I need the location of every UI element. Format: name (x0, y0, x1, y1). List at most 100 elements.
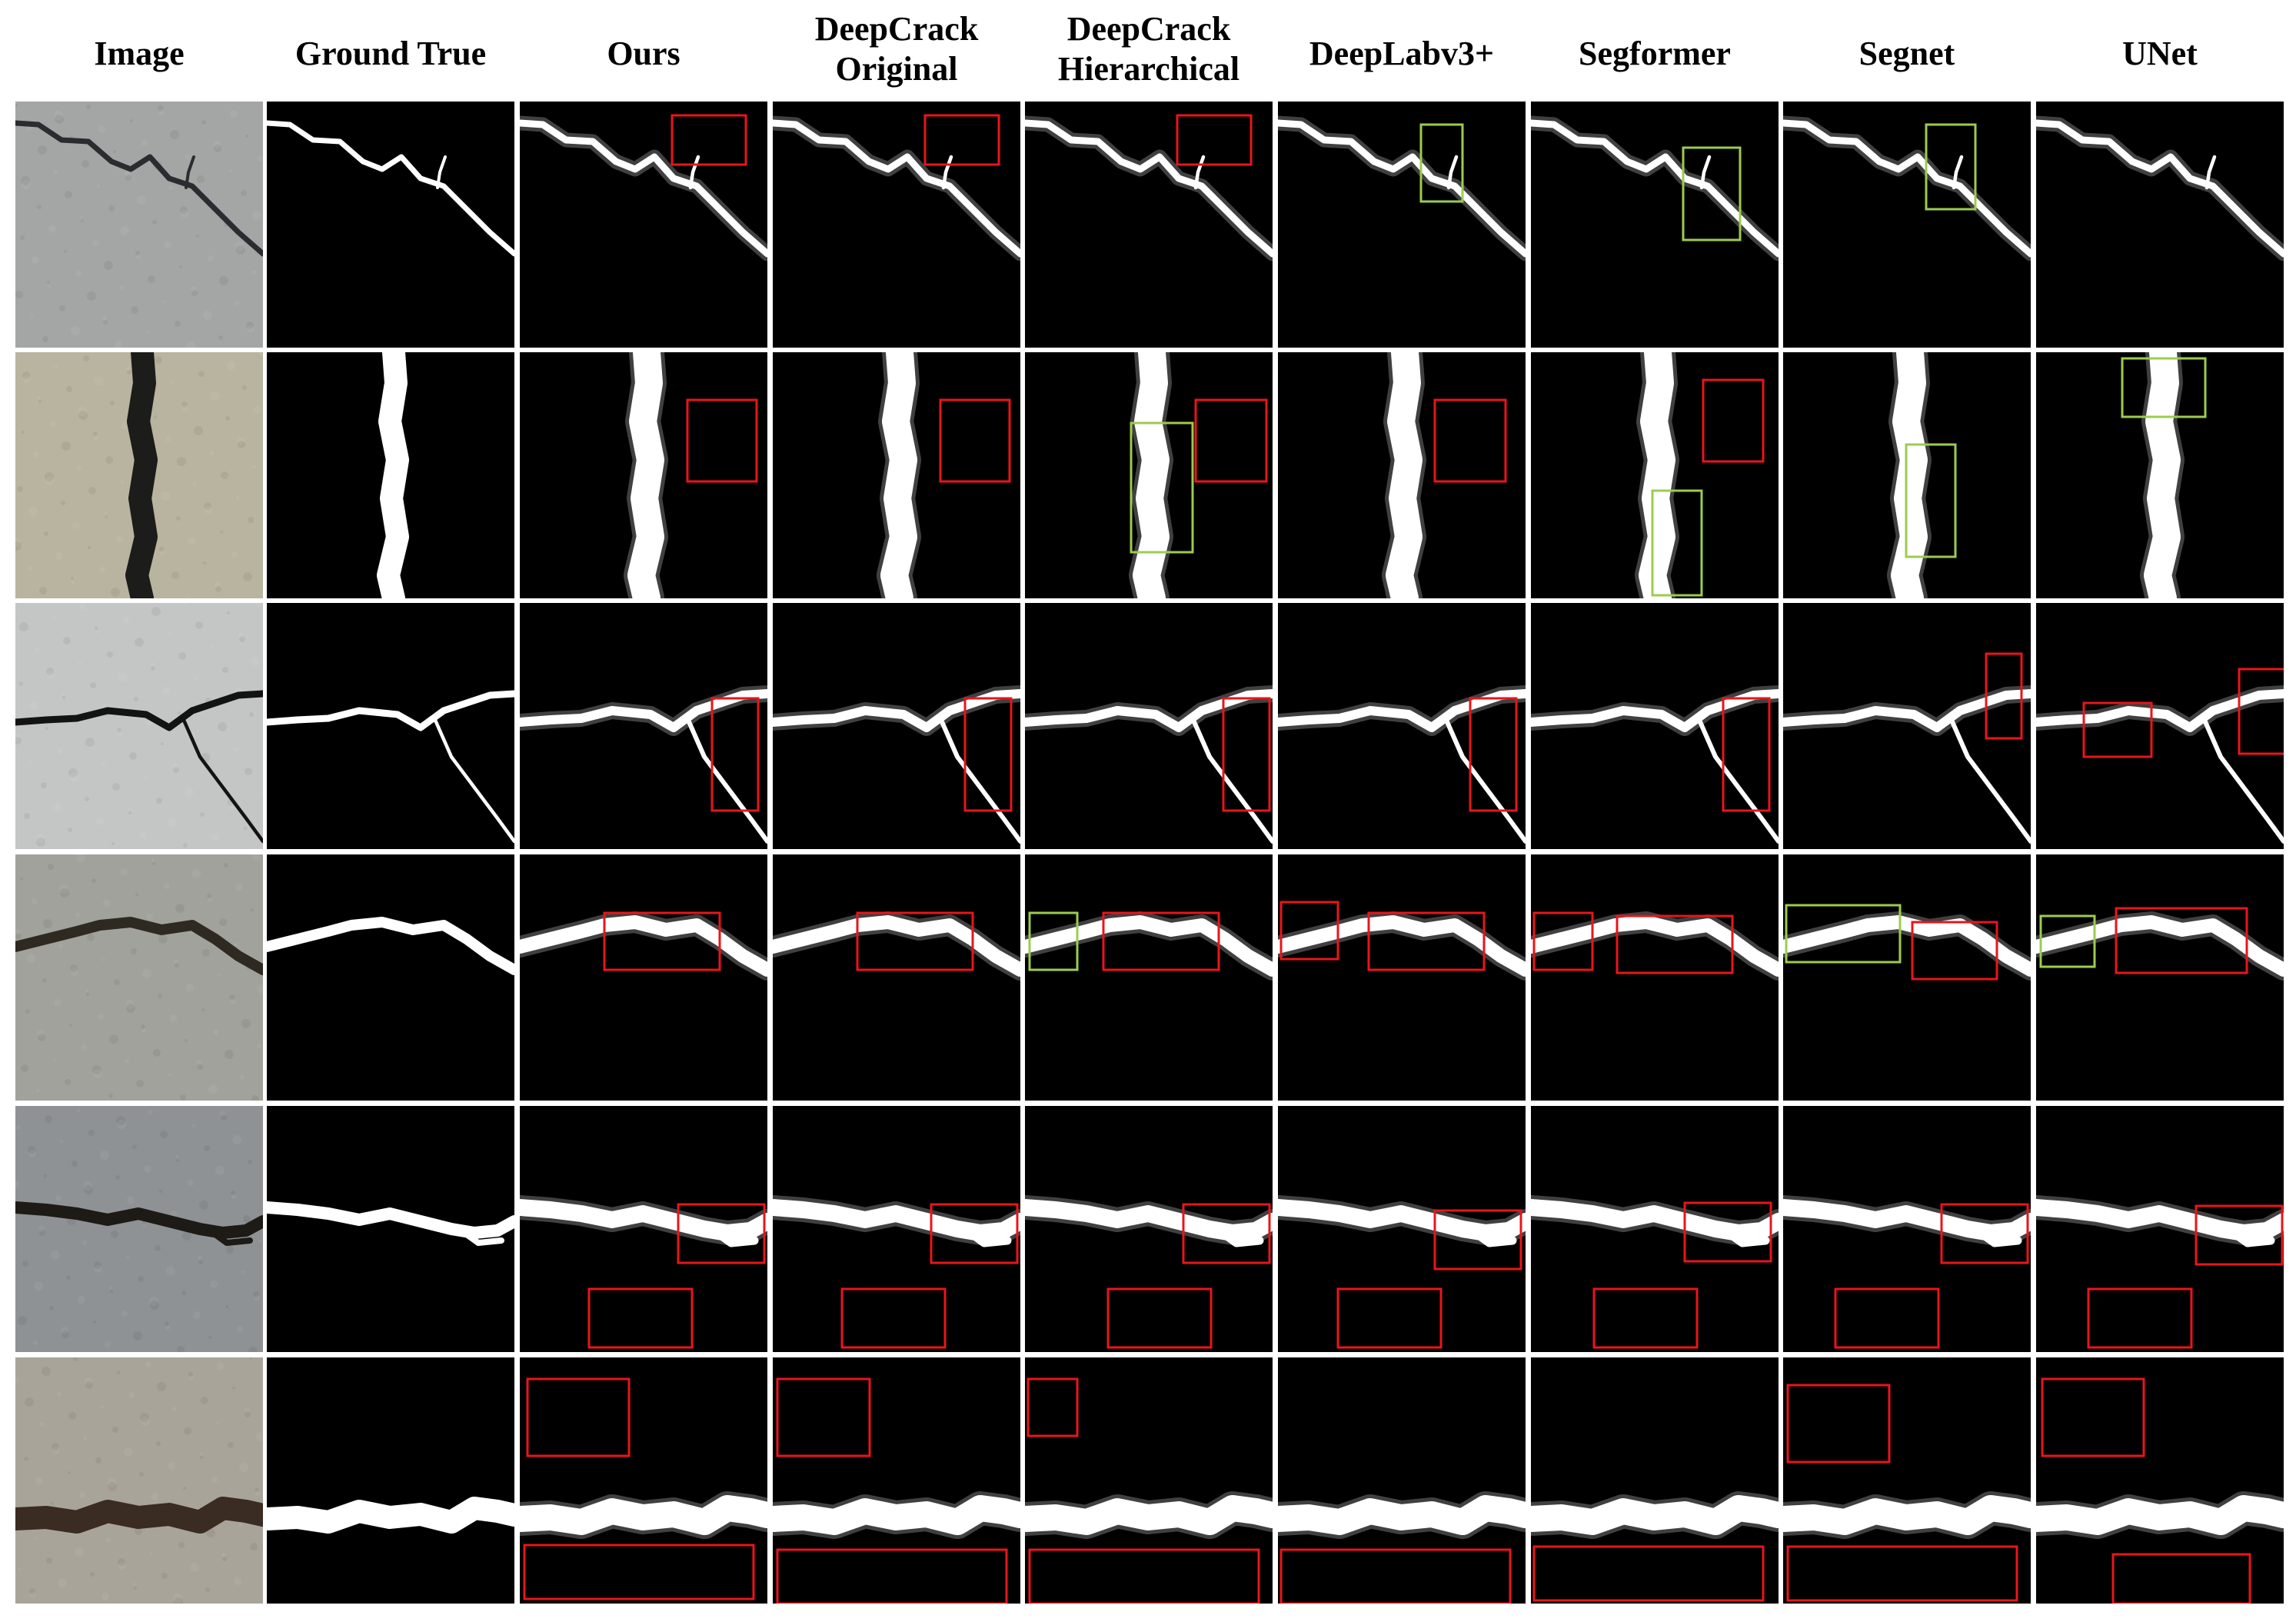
surface-texture-speck (104, 511, 107, 515)
crack-branch-prediction (685, 716, 767, 844)
surface-texture-speck (72, 1161, 78, 1167)
surface-texture-speck (255, 603, 261, 608)
surface-texture-speck (83, 1181, 92, 1191)
surface-texture-speck (62, 696, 65, 699)
surface-texture-speck (204, 1145, 210, 1151)
surface-texture-speck (15, 104, 18, 107)
crack-in-photo (125, 352, 158, 598)
panel-canvas (267, 690, 514, 844)
prediction-mask-row-3 (520, 603, 767, 849)
crack-branch-ground-truth (456, 1226, 504, 1246)
surface-texture-speck (253, 1291, 259, 1297)
red-highlight-box (2195, 1204, 2284, 1266)
surface-texture-speck (191, 286, 197, 292)
surface-texture-speck (126, 366, 131, 371)
panel-canvas (520, 911, 767, 981)
surface-texture-speck (231, 1194, 236, 1199)
surface-texture-speck (175, 963, 179, 968)
surface-texture-speck (249, 712, 254, 717)
red-highlight-box (1027, 1377, 1079, 1437)
panel-canvas (1278, 115, 1526, 261)
surface-texture-speck (68, 1471, 71, 1474)
surface-texture-speck (172, 763, 178, 769)
surface-texture-speck (151, 666, 155, 671)
surface-texture-speck (101, 1593, 109, 1600)
green-highlight-box (1682, 146, 1742, 241)
surface-texture-speck (28, 1146, 35, 1154)
surface-texture-speck (28, 1150, 36, 1157)
red-highlight-box (1194, 398, 1268, 483)
surface-texture-speck (241, 1271, 245, 1274)
surface-texture-speck (194, 677, 197, 680)
surface-texture-speck (115, 341, 122, 348)
surface-texture-speck (85, 797, 89, 801)
crack-prediction (1531, 1495, 1779, 1535)
surface-texture-speck (98, 125, 105, 133)
red-highlight-box (923, 114, 1000, 166)
surface-texture-speck (222, 667, 228, 673)
surface-texture-speck (90, 682, 96, 688)
crack-ground-truth (267, 1497, 514, 1534)
surface-texture-speck (24, 1457, 28, 1461)
surface-texture-speck (68, 768, 78, 778)
surface-texture-speck (178, 711, 181, 714)
surface-texture-speck (138, 1276, 144, 1282)
surface-texture-speck (72, 521, 80, 529)
surface-texture-speck (59, 884, 68, 894)
surface-texture-speck (235, 884, 243, 891)
surface-texture-speck (15, 929, 21, 935)
prediction-mask-row-2 (1531, 352, 1779, 598)
surface-texture-speck (77, 1109, 80, 1112)
surface-texture-speck (117, 1371, 120, 1374)
column-title-unet: UNet (2122, 35, 2198, 72)
surface-texture-speck (78, 411, 88, 420)
surface-texture-speck (68, 1412, 76, 1420)
column-title-ours: Ours (607, 35, 680, 72)
panel-canvas (2036, 1195, 2284, 1349)
green-highlight-box (1925, 123, 1977, 211)
surface-texture-speck (94, 1261, 101, 1269)
surface-texture-speck (235, 241, 245, 251)
surface-texture-speck (93, 1321, 96, 1324)
prediction-mask-row-5 (1025, 1106, 1273, 1352)
green-highlight-box (2121, 357, 2207, 418)
surface-texture-speck (126, 1004, 135, 1013)
surface-texture-speck (180, 206, 188, 214)
surface-texture-speck (57, 1391, 62, 1396)
panel-canvas (1783, 904, 2031, 981)
surface-texture-speck (236, 245, 245, 255)
crack-branch-in-photo (181, 716, 263, 844)
surface-texture-speck (16, 1125, 21, 1130)
prediction-mask-row-6 (1025, 1357, 1273, 1604)
surface-texture-speck (101, 762, 105, 767)
surface-texture-speck (203, 561, 206, 565)
surface-texture-speck (147, 914, 153, 920)
surface-texture-speck (79, 603, 87, 610)
panel-canvas (877, 352, 1011, 598)
surface-texture-speck (238, 632, 245, 638)
prediction-mask-row-5 (2036, 1106, 2284, 1352)
crack-branch-prediction (2224, 1224, 2275, 1247)
surface-texture-speck (201, 1397, 208, 1404)
prediction-mask-row-4 (520, 854, 767, 1101)
surface-texture-speck (218, 722, 227, 731)
panel-canvas (1783, 1384, 2031, 1602)
surface-texture-speck (179, 265, 182, 268)
surface-texture-speck (84, 1185, 93, 1194)
surface-texture-speck (182, 1231, 191, 1241)
green-highlight-box (1651, 489, 1703, 597)
prediction-mask-row-6 (520, 1357, 767, 1604)
panel-canvas (267, 1497, 514, 1534)
surface-texture-speck (180, 1094, 186, 1101)
panel-canvas (1887, 352, 1957, 598)
panel-canvas (1635, 352, 1765, 598)
surface-texture-speck (142, 969, 151, 978)
red-highlight-box (840, 1287, 947, 1349)
surface-texture-speck (245, 1411, 251, 1417)
surface-texture-speck (158, 105, 164, 112)
surface-texture-speck (108, 1482, 117, 1491)
surface-texture-speck (48, 225, 56, 233)
surface-texture-speck (208, 898, 212, 902)
surface-texture-speck (47, 281, 50, 284)
surface-texture-speck (75, 1547, 84, 1557)
